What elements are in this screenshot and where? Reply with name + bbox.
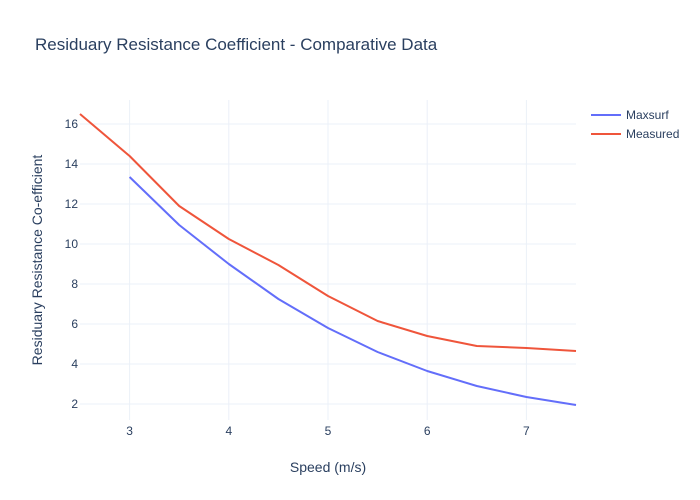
- y-tick-label: 12: [65, 197, 79, 211]
- y-tick-label: 10: [65, 237, 79, 251]
- legend-label-maxsurf: Maxsurf: [626, 108, 669, 122]
- y-tick-label: 16: [65, 117, 79, 131]
- x-axis-title: Speed (m/s): [290, 459, 366, 475]
- gridlines: [80, 100, 576, 420]
- series-line-measured: [79, 113, 577, 352]
- y-axis-ticks: 2 4 6 8 10 12 14 16: [65, 117, 79, 411]
- y-tick-label: 8: [71, 277, 78, 291]
- x-axis-ticks: 3 4 5 6 7: [126, 424, 530, 438]
- legend: Maxsurf Measured: [591, 108, 679, 141]
- y-tick-label: 4: [71, 357, 78, 371]
- x-tick-label: 4: [225, 424, 232, 438]
- y-tick-label: 14: [65, 157, 79, 171]
- series-lines: [79, 113, 577, 406]
- x-tick-label: 6: [424, 424, 431, 438]
- x-tick-label: 3: [126, 424, 133, 438]
- y-tick-label: 6: [71, 317, 78, 331]
- x-tick-label: 5: [325, 424, 332, 438]
- legend-label-measured: Measured: [626, 127, 679, 141]
- x-tick-label: 7: [523, 424, 530, 438]
- y-axis-title: Residuary Resistance Co-efficient: [29, 155, 45, 366]
- series-line-maxsurf: [128, 176, 577, 406]
- chart-title: Residuary Resistance Coefficient - Compa…: [35, 35, 438, 54]
- y-tick-label: 2: [71, 397, 78, 411]
